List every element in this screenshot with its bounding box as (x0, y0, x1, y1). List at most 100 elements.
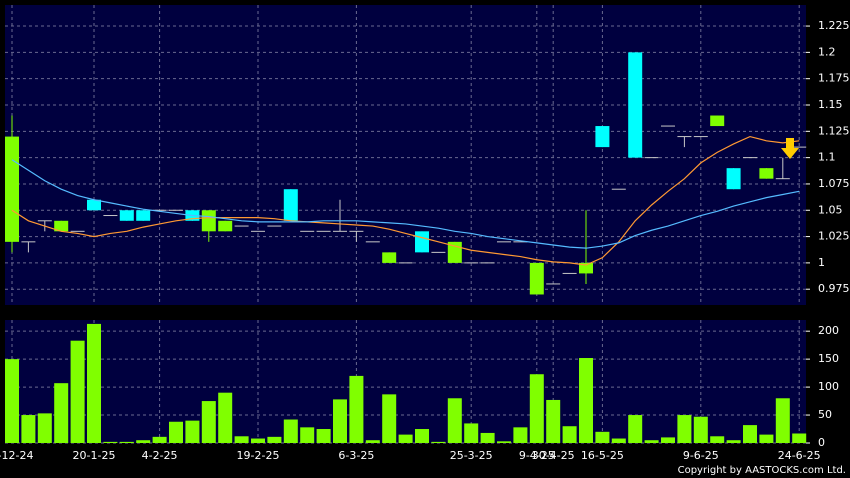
y-tick-label: 0 (818, 436, 825, 449)
x-tick-label: 16-5-25 (581, 449, 624, 462)
volume-bar (283, 419, 298, 443)
y-tick-label: 1.175 (818, 72, 850, 85)
volume-bar (726, 440, 741, 443)
y-tick-label: 1.2 (818, 45, 836, 58)
candle-body (710, 115, 725, 127)
volume-bar (480, 432, 495, 443)
candle-body (283, 189, 298, 221)
volume-bar (103, 441, 118, 443)
volume-bar (562, 426, 577, 443)
volume-bar (661, 437, 675, 443)
volume-bar (513, 427, 528, 443)
candle-body (726, 168, 741, 190)
volume-bar (136, 440, 151, 443)
volume-bar (792, 433, 807, 443)
candle-body (218, 220, 233, 232)
candle-body (595, 126, 610, 148)
y-tick-label: 1.1 (818, 151, 836, 164)
volume-bar (464, 423, 479, 443)
volume-bar (70, 340, 85, 443)
x-tick-label: 19-2-25 (237, 449, 280, 462)
x-tick-label: 9-6-25 (683, 449, 719, 462)
x-tick-label: 9-4-25 (519, 449, 555, 462)
candle-body (579, 262, 593, 274)
volume-bar (431, 441, 446, 443)
volume-bar (349, 375, 364, 443)
volume-bar (595, 431, 610, 443)
volume-bar (251, 438, 265, 443)
volume-bar (398, 434, 413, 443)
y-tick-label: 1.05 (818, 203, 843, 216)
volume-bar (119, 441, 134, 443)
volume-bar (5, 359, 19, 443)
candle-body (759, 168, 774, 179)
moving-average (11, 135, 800, 266)
volume-bar (628, 415, 643, 443)
volume-bar (300, 427, 315, 443)
y-tick-label: 100 (818, 380, 839, 393)
volume-bar (710, 436, 725, 443)
volume-bar (693, 416, 708, 443)
volume-bar (152, 436, 167, 443)
volume-bar (579, 358, 593, 443)
y-tick-label: 1.225 (818, 19, 850, 32)
x-tick-label: 25-3-25 (450, 449, 493, 462)
volume-bar (201, 401, 216, 443)
x-tick-label: 30-4-25 (532, 449, 575, 462)
volume-bar (497, 441, 511, 443)
candle-body (119, 210, 134, 221)
volume-bar (644, 440, 659, 443)
y-tick-label: 1.15 (818, 98, 843, 111)
volume-bar (333, 399, 347, 443)
volume-bar (169, 421, 183, 443)
price-panel (5, 5, 806, 305)
x-tick-label: 0-12-24 (0, 449, 33, 462)
candle-body (382, 252, 397, 263)
candle-body (201, 210, 216, 232)
volume-bar (54, 383, 69, 443)
candle-body (415, 231, 429, 253)
volume-bar (447, 398, 462, 443)
volume-panel (5, 320, 806, 443)
x-tick-label: 6-3-25 (338, 449, 374, 462)
volume-bar (267, 436, 282, 443)
volume-bar (677, 415, 692, 443)
volume-bar (382, 394, 397, 443)
volume-bar (185, 420, 200, 443)
y-tick-label: 1 (818, 256, 825, 269)
x-tick-label: 24-6-25 (778, 449, 821, 462)
volume-bar (775, 398, 790, 443)
candle-body (54, 220, 69, 232)
signal-arrow (781, 138, 799, 159)
x-tick-label: 4-2-25 (142, 449, 178, 462)
volume-bar (87, 323, 101, 443)
y-tick-label: 0.975 (818, 282, 850, 295)
volume-bar (234, 436, 249, 443)
volume-bar (218, 392, 233, 443)
volume-bar (743, 425, 757, 443)
candle-body (529, 262, 544, 295)
candle-body (136, 210, 151, 221)
candle-body (87, 199, 101, 211)
moving-average (11, 159, 800, 249)
y-tick-label: 150 (818, 352, 839, 365)
x-tick-label: 20-1-25 (73, 449, 116, 462)
volume-bar (37, 413, 52, 443)
volume-bar (529, 374, 544, 443)
volume-bar (759, 434, 774, 443)
copyright: Copyright by AASTOCKS.com Ltd. (678, 465, 846, 476)
y-tick-label: 1.125 (818, 124, 850, 137)
volume-bar (365, 440, 380, 443)
y-tick-label: 200 (818, 324, 839, 337)
candle-body (628, 52, 643, 158)
volume-bar (611, 438, 626, 443)
y-tick-label: 1.075 (818, 177, 850, 190)
volume-bar (21, 415, 36, 443)
y-tick-label: 1.025 (818, 230, 850, 243)
y-tick-label: 50 (818, 408, 832, 421)
volume-bar (316, 429, 331, 443)
volume-bar (546, 399, 561, 443)
volume-bar (415, 429, 429, 443)
candle-body (5, 136, 19, 242)
